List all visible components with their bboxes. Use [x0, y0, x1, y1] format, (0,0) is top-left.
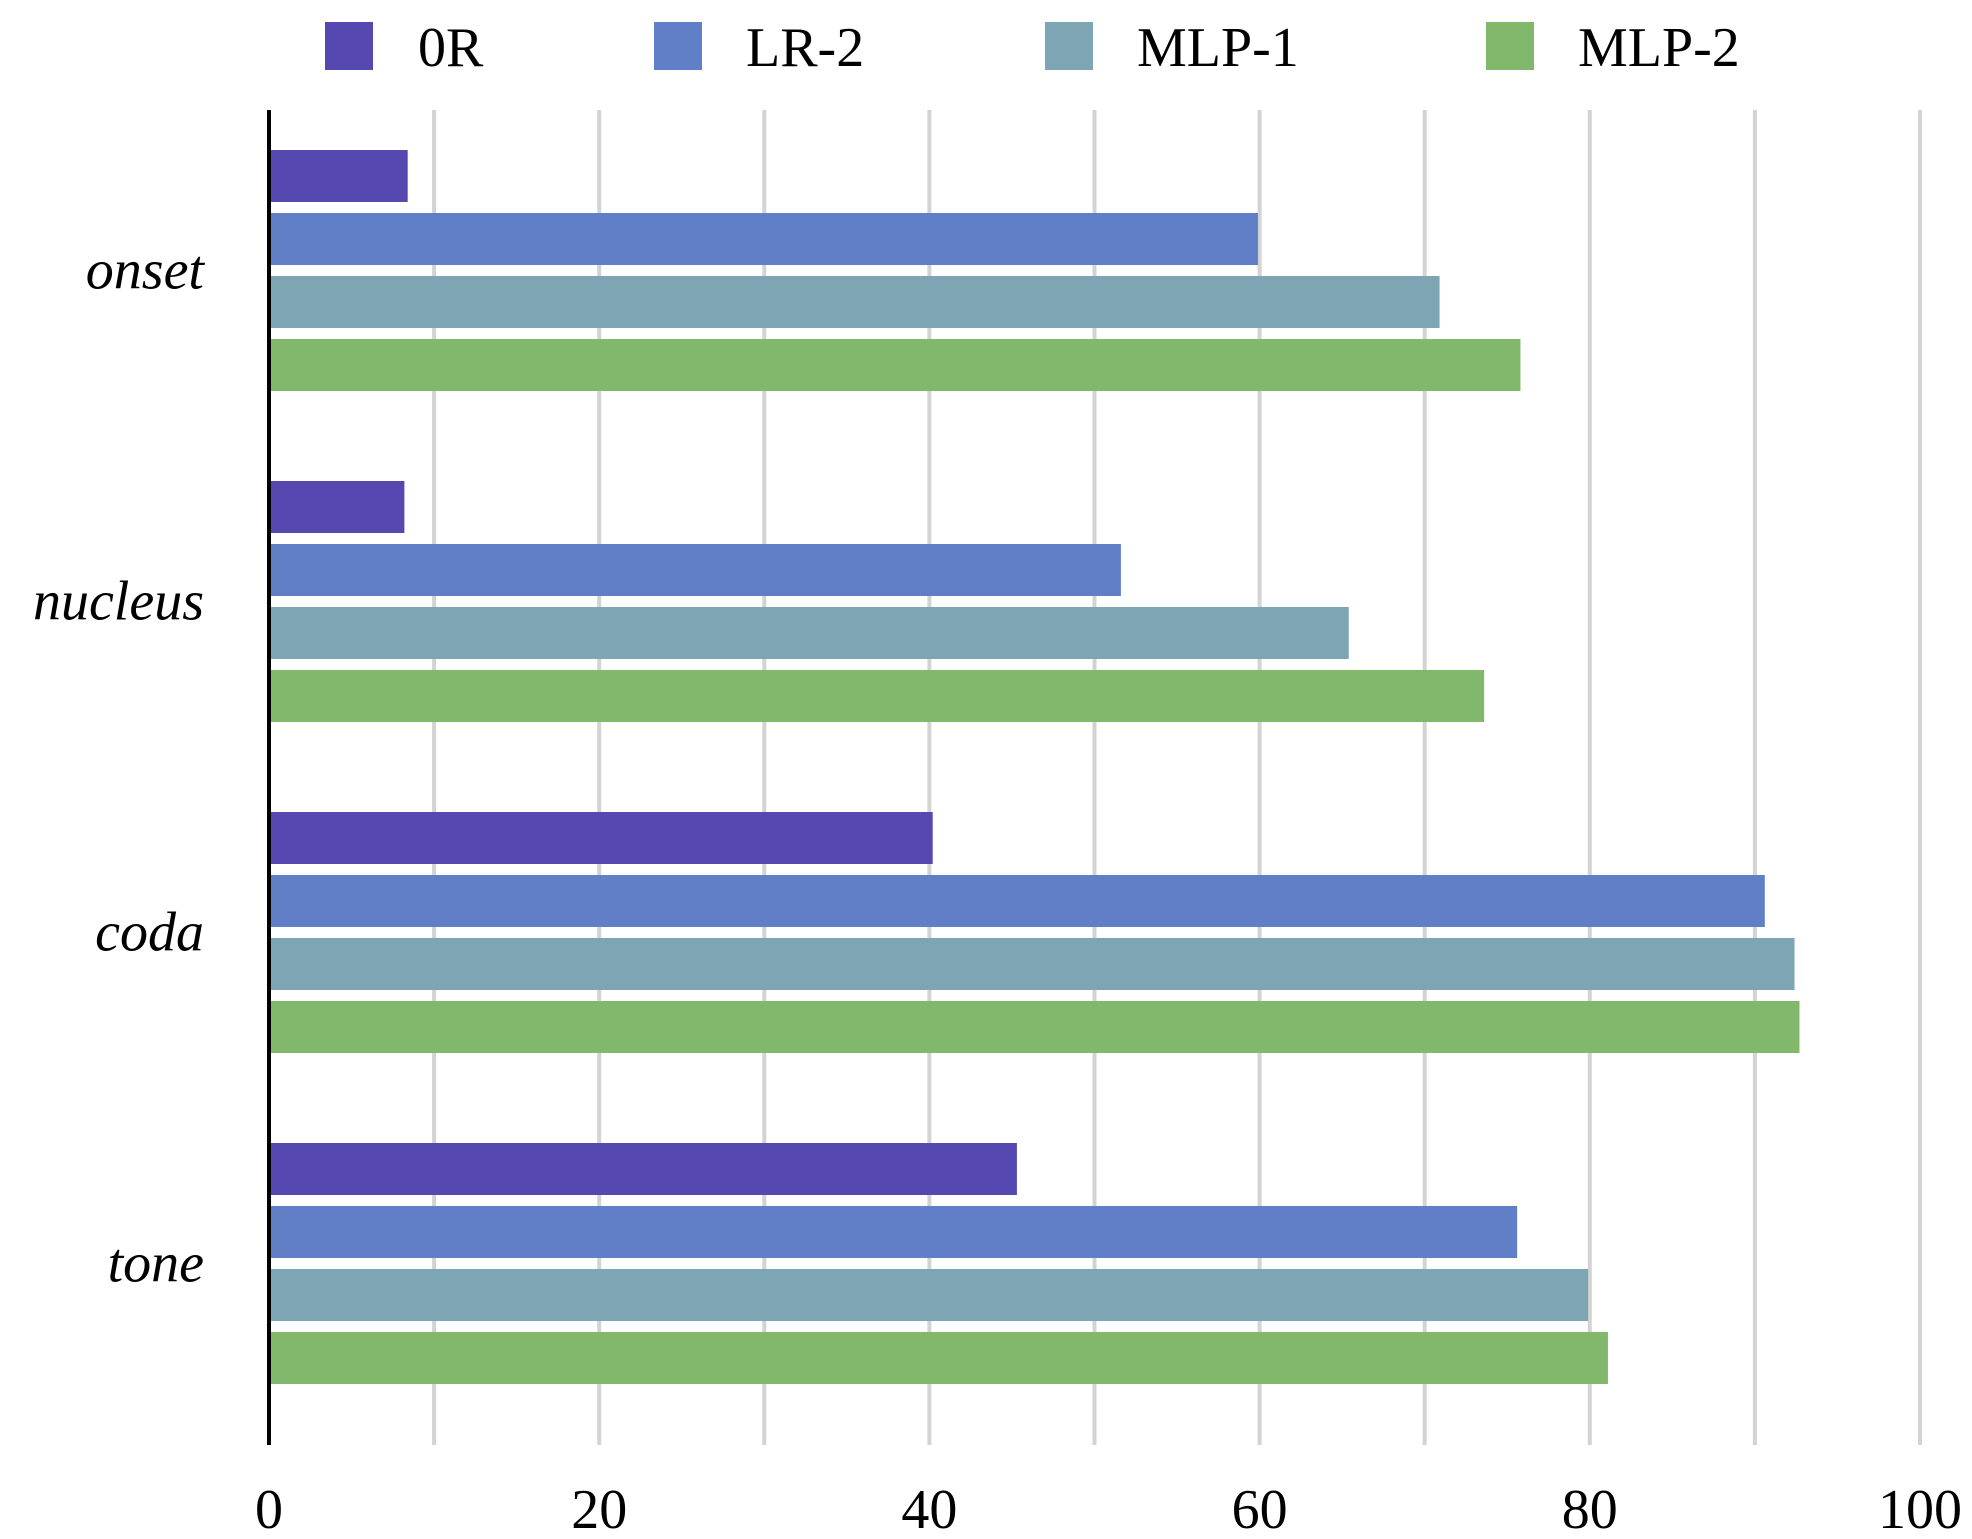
- legend-label-lr-2: LR-2: [746, 17, 864, 79]
- category-label-nucleus: nucleus: [33, 571, 204, 633]
- legend-swatch-0r: [325, 22, 373, 70]
- bar-coda-0r: [269, 812, 933, 864]
- bar-onset-mlp-2: [269, 339, 1521, 391]
- bar-nucleus-mlp-2: [269, 670, 1485, 722]
- bar-tone-lr-2: [269, 1206, 1518, 1258]
- x-tick-label-20: 20: [571, 1479, 627, 1534]
- bars: [269, 150, 1800, 1384]
- bar-nucleus-0r: [269, 481, 405, 533]
- bar-coda-lr-2: [269, 875, 1765, 927]
- bar-nucleus-lr-2: [269, 544, 1121, 596]
- x-tick-label-80: 80: [1562, 1479, 1618, 1534]
- bar-onset-lr-2: [269, 213, 1258, 265]
- legend-swatch-lr-2: [654, 22, 702, 70]
- category-label-tone: tone: [108, 1233, 204, 1295]
- bar-onset-0r: [269, 150, 408, 202]
- legend-swatch-mlp-1: [1045, 22, 1093, 70]
- x-tick-label-60: 60: [1232, 1479, 1288, 1534]
- bar-tone-mlp-2: [269, 1332, 1608, 1384]
- bar-coda-mlp-1: [269, 938, 1795, 990]
- bar-tone-mlp-1: [269, 1269, 1589, 1321]
- category-label-onset: onset: [86, 240, 206, 302]
- x-tick-label-0: 0: [255, 1479, 283, 1534]
- x-tick-label-100: 100: [1878, 1479, 1962, 1534]
- legend: 0R LR-2 MLP-1 MLP-2: [325, 17, 1740, 79]
- bar-nucleus-mlp-1: [269, 607, 1349, 659]
- legend-label-mlp-1: MLP-1: [1137, 17, 1299, 79]
- category-label-coda: coda: [95, 902, 204, 964]
- legend-swatch-mlp-2: [1486, 22, 1534, 70]
- bar-tone-0r: [269, 1143, 1017, 1195]
- legend-label-mlp-2: MLP-2: [1578, 17, 1740, 79]
- axes: onset nucleus coda tone 0 20 40 60 80 100: [33, 110, 1962, 1539]
- gridlines: [432, 110, 1922, 1445]
- bar-onset-mlp-1: [269, 276, 1440, 328]
- x-tick-label-40: 40: [901, 1479, 957, 1534]
- bar-coda-mlp-2: [269, 1001, 1800, 1053]
- legend-label-0r: 0R: [418, 17, 484, 79]
